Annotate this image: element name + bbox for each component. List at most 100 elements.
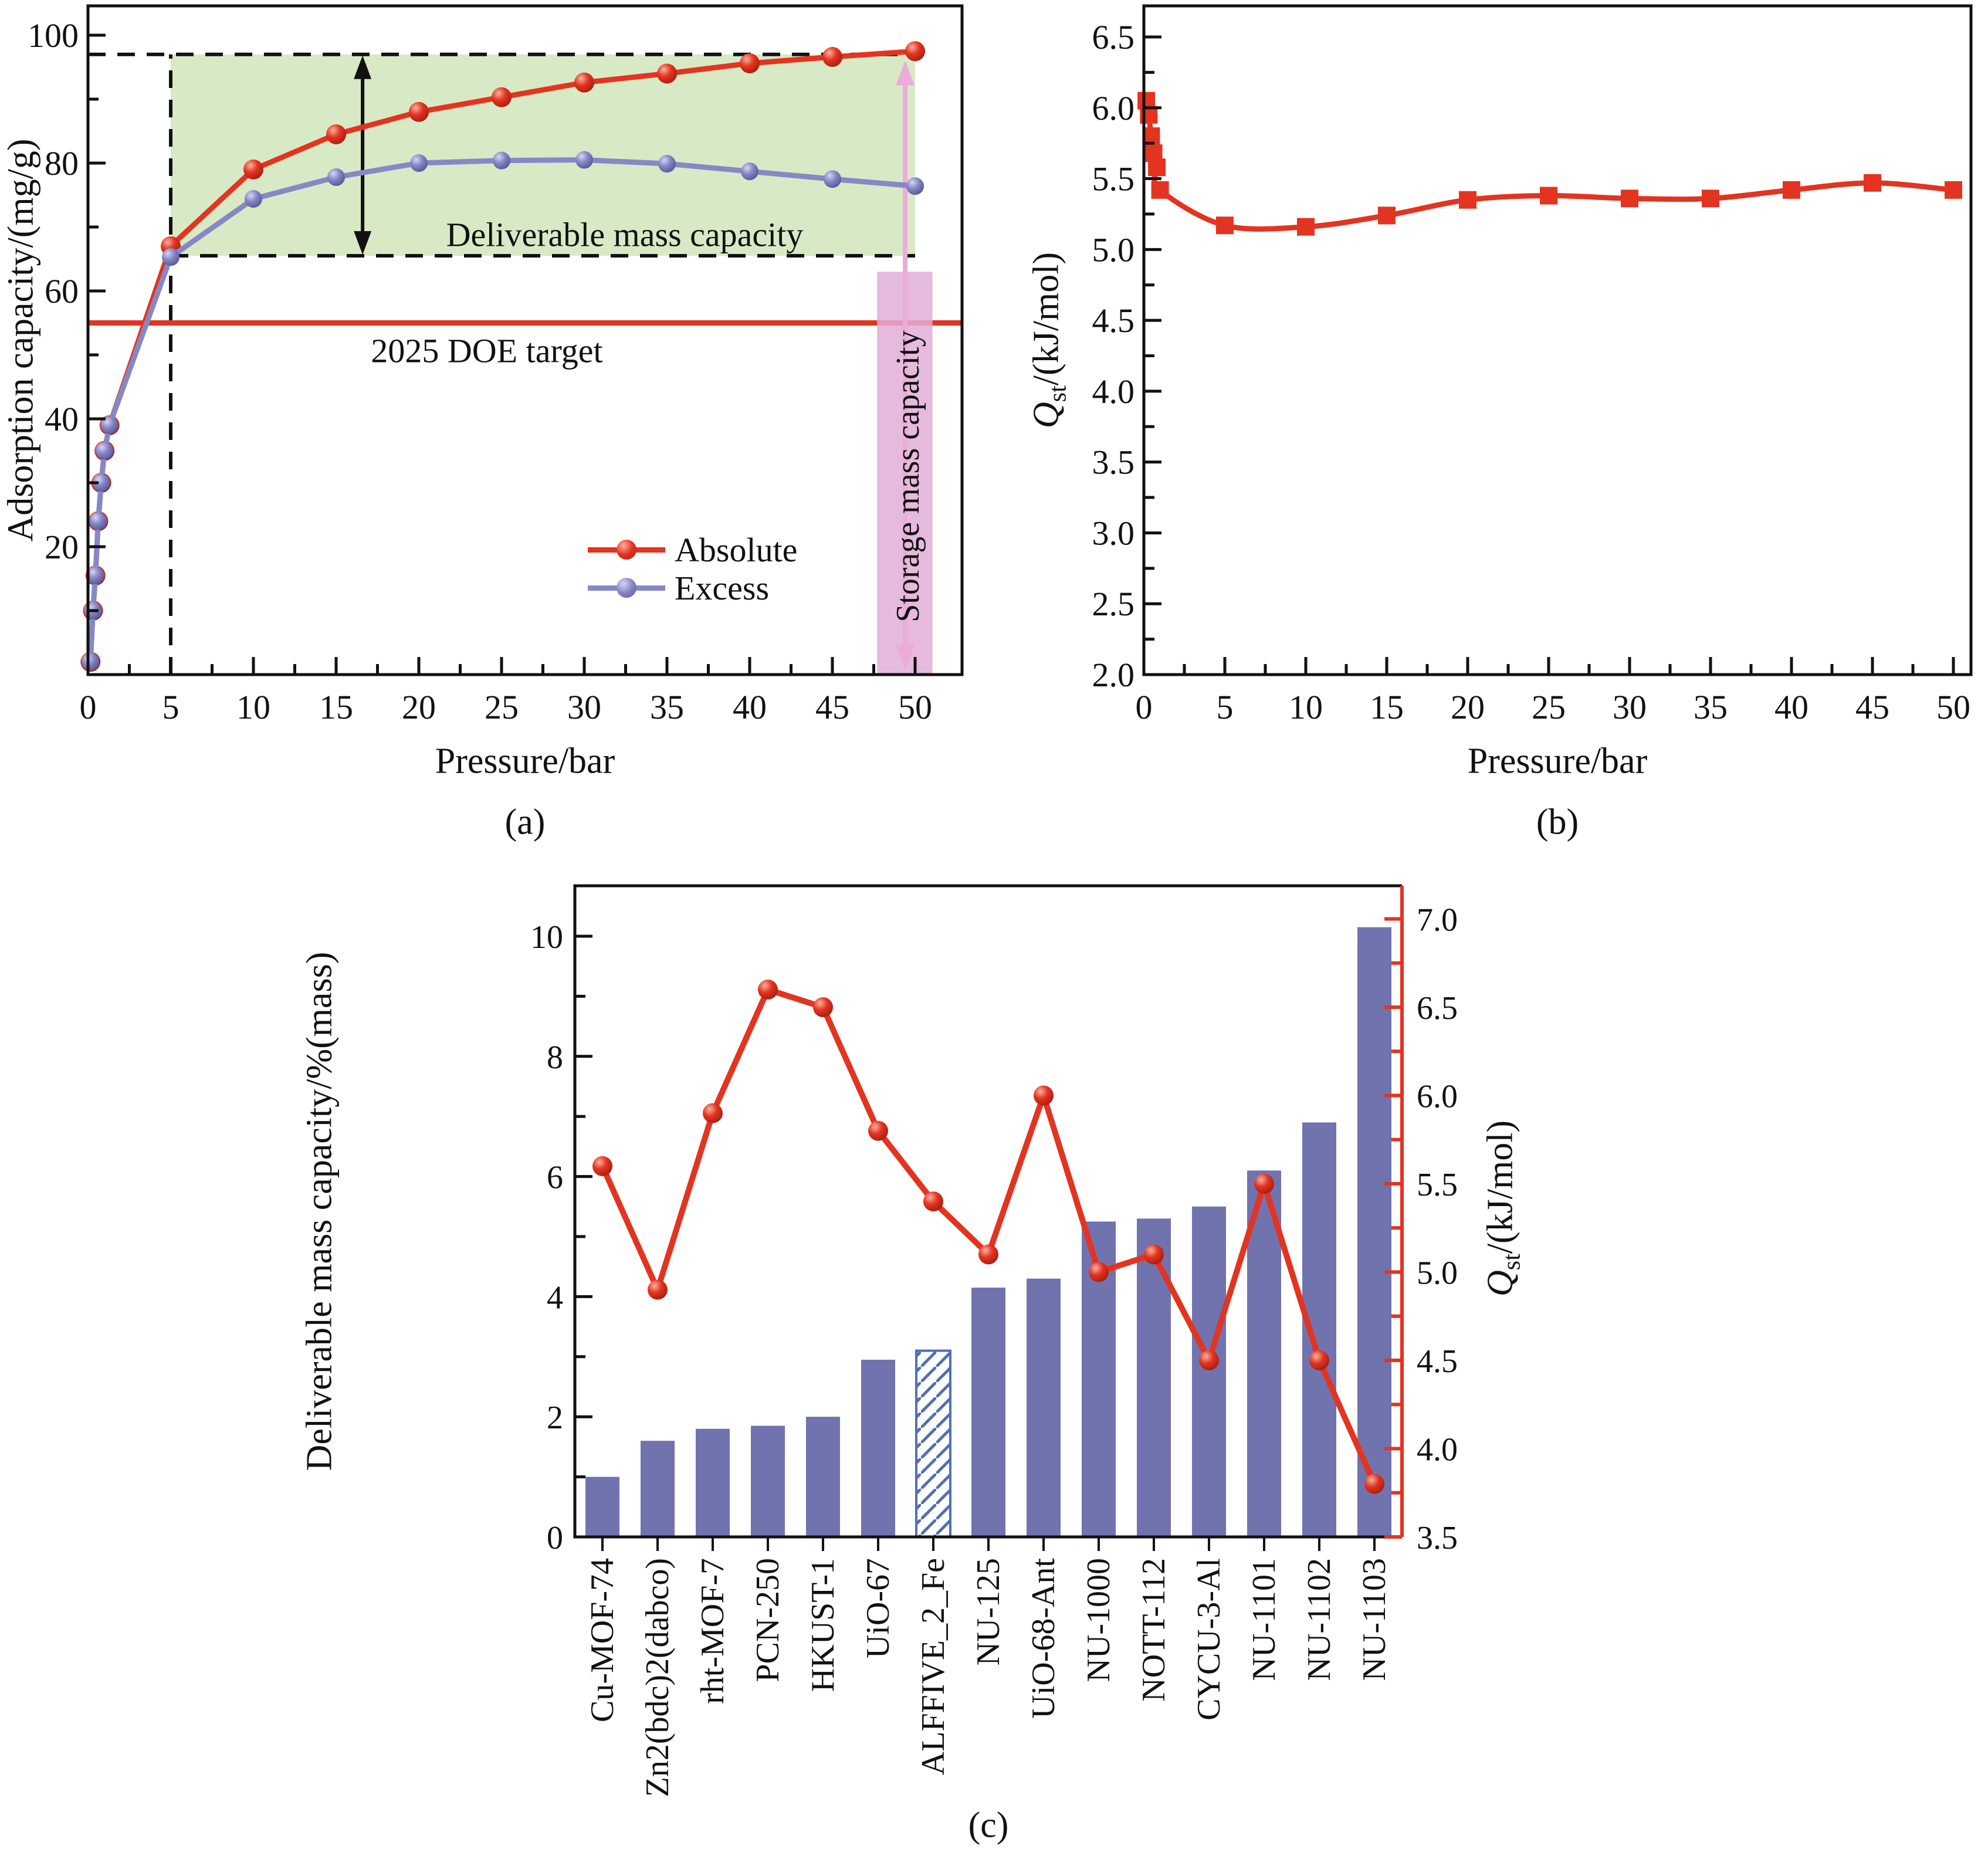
svg-text:0: 0 xyxy=(547,1520,563,1556)
category-label: UiO-68-Ant xyxy=(1025,1558,1062,1719)
svg-text:50: 50 xyxy=(1936,688,1970,726)
panel-c-chart: 0 2 4 6 8 10 3.5 4.0 4.5 5.0 5.5 6.0 6.5 7.0 Cu-MOF-74… xyxy=(530,884,1458,1797)
svg-text:4.5: 4.5 xyxy=(1417,1343,1458,1380)
panel-b-axes: 0 5 10 15 20 25 30 35 40 45 50 2.0 2.5 3.0 3.5 4.0 4.5 5.… xyxy=(1092,18,1971,726)
svg-text:5: 5 xyxy=(162,688,180,726)
svg-text:30: 30 xyxy=(1613,688,1647,726)
category-label: Zn2(bdc)2(dabco) xyxy=(639,1558,676,1797)
svg-text:6.0: 6.0 xyxy=(1417,1079,1458,1115)
panel-c-axes: 0 2 4 6 8 10 3.5 4.0 4.5 5.0 5.5 6.0 6.5 7.0 Cu-MOF-74… xyxy=(530,902,1458,1797)
excess-marker-icon xyxy=(588,576,665,600)
svg-text:6: 6 xyxy=(547,1160,563,1196)
panel-b-y-axis-label: Qst/(kJ/mol) xyxy=(1026,252,1072,429)
svg-text:60: 60 xyxy=(45,272,79,310)
bars-deliverable-capacity xyxy=(585,927,1391,1538)
svg-text:3.5: 3.5 xyxy=(1092,443,1135,482)
panel-a-caption: (a) xyxy=(504,802,546,842)
panel-b-frame xyxy=(1142,4,1973,676)
doe-target-annotation: 2025 DOE target xyxy=(371,331,603,370)
panel-b-caption: (b) xyxy=(1536,802,1579,842)
panel-b-chart: 0 5 10 15 20 25 30 35 40 45 50 2.0 2.5 3.0 3.5 4.0 4.5 5.… xyxy=(1092,4,1973,726)
category-label: NU-1103 xyxy=(1356,1558,1393,1681)
panel-a-y-axis-label: Adsorption capacity/(mg/g) xyxy=(1,138,41,542)
svg-text:10: 10 xyxy=(1289,688,1323,726)
svg-text:45: 45 xyxy=(1855,688,1889,726)
svg-text:3.0: 3.0 xyxy=(1092,514,1135,552)
svg-text:6.0: 6.0 xyxy=(1092,89,1135,127)
svg-text:20: 20 xyxy=(1451,688,1485,726)
bar xyxy=(971,1288,1005,1537)
bar xyxy=(1137,1218,1171,1537)
svg-text:6.5: 6.5 xyxy=(1092,18,1135,56)
bar xyxy=(1357,927,1391,1537)
series-excess xyxy=(82,151,924,671)
panel-c-caption: (c) xyxy=(968,1805,1009,1845)
bar xyxy=(696,1428,730,1537)
panel-b-x-axis-label: Pressure/bar xyxy=(1467,741,1648,781)
svg-text:10: 10 xyxy=(530,919,563,956)
svg-text:4.0: 4.0 xyxy=(1092,372,1135,411)
svg-text:50: 50 xyxy=(898,688,932,726)
panel-a-axes: 0 5 10 15 20 25 30 35 40 45 50 20 40 60 80 100 xyxy=(28,16,932,726)
svg-text:5: 5 xyxy=(1217,688,1234,726)
svg-text:20: 20 xyxy=(402,688,436,726)
svg-text:30: 30 xyxy=(567,688,601,726)
series-qst xyxy=(1137,92,1962,236)
bar xyxy=(861,1359,895,1537)
legend-label-excess: Excess xyxy=(675,568,770,607)
bar xyxy=(585,1476,619,1537)
absolute-marker-icon xyxy=(588,538,665,561)
svg-text:7.0: 7.0 xyxy=(1417,902,1458,939)
bar xyxy=(1192,1206,1226,1537)
svg-text:40: 40 xyxy=(45,400,79,438)
svg-text:35: 35 xyxy=(650,688,684,726)
category-label: Cu-MOF-74 xyxy=(584,1558,621,1722)
legend-label-absolute: Absolute xyxy=(675,530,798,569)
bar xyxy=(1247,1170,1281,1537)
panel-a-x-axis-label: Pressure/bar xyxy=(435,741,615,781)
category-label: PCN-250 xyxy=(750,1558,786,1682)
panel-c-left-axis-label: Deliverable mass capacity/%(mass) xyxy=(299,951,340,1471)
svg-text:5.0: 5.0 xyxy=(1092,231,1135,269)
bar xyxy=(641,1441,675,1537)
svg-text:40: 40 xyxy=(1774,688,1808,726)
category-label: NU-125 xyxy=(970,1558,1007,1666)
category-label: HKUST-1 xyxy=(805,1558,841,1692)
bar xyxy=(806,1417,840,1537)
svg-text:2: 2 xyxy=(547,1400,563,1436)
category-label: NU-1102 xyxy=(1301,1558,1337,1681)
category-label: CYCU-3-Al xyxy=(1191,1558,1227,1721)
svg-text:15: 15 xyxy=(1370,688,1404,726)
svg-text:2.0: 2.0 xyxy=(1092,656,1135,694)
svg-text:8: 8 xyxy=(547,1039,563,1076)
deliverable-mass-capacity-annotation: Deliverable mass capacity xyxy=(446,215,804,254)
svg-text:4: 4 xyxy=(547,1279,563,1316)
svg-text:25: 25 xyxy=(485,688,519,726)
svg-text:3.5: 3.5 xyxy=(1417,1520,1458,1556)
svg-text:15: 15 xyxy=(319,688,353,726)
svg-text:5.5: 5.5 xyxy=(1092,160,1135,198)
category-label: NOTT-112 xyxy=(1136,1558,1172,1702)
svg-text:0: 0 xyxy=(1136,688,1153,726)
category-label: rht-MOF-7 xyxy=(695,1558,731,1704)
svg-text:4.5: 4.5 xyxy=(1092,302,1135,340)
svg-text:5.0: 5.0 xyxy=(1417,1255,1458,1292)
svg-text:4.0: 4.0 xyxy=(1417,1432,1458,1468)
panel-b-plot: 0 5 10 15 20 25 30 35 40 45 50 2.0 2.5 3.0 3.5 4.0 4.5 5.… xyxy=(1092,4,1973,726)
series-qst-line xyxy=(592,979,1384,1494)
legend-item-excess: Excess xyxy=(588,569,769,607)
panel-c-plot: 0 2 4 6 8 10 3.5 4.0 4.5 5.0 5.5 6.0 6.5 7.0 Cu-MOF-74… xyxy=(530,884,1458,1797)
svg-text:100: 100 xyxy=(28,16,79,55)
category-label: NU-1000 xyxy=(1081,1558,1117,1682)
svg-text:6.5: 6.5 xyxy=(1417,990,1458,1027)
svg-text:80: 80 xyxy=(45,144,79,182)
category-label: UiO-67 xyxy=(860,1558,896,1658)
svg-text:20: 20 xyxy=(45,528,79,566)
storage-mass-capacity-annotation: Storage mass capacity xyxy=(890,330,926,622)
svg-text:40: 40 xyxy=(733,688,767,726)
svg-text:2.5: 2.5 xyxy=(1092,585,1135,623)
bar xyxy=(751,1425,785,1537)
legend-item-absolute: Absolute xyxy=(588,531,797,569)
svg-text:25: 25 xyxy=(1532,688,1566,726)
